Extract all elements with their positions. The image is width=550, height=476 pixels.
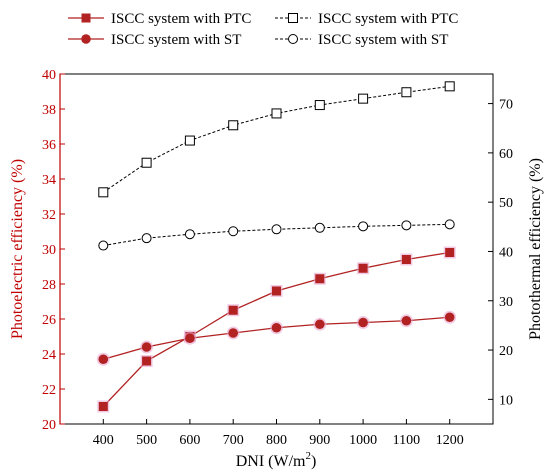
data-point-iscc-system-with-st-left <box>271 322 282 333</box>
data-point-iscc-system-with-ptc-right <box>228 120 239 131</box>
data-point-iscc-system-with-st-right <box>141 233 152 244</box>
legend-entry-st-photoelectric: ISCC system with ST <box>68 32 241 48</box>
legend-marker-open-square <box>288 13 298 23</box>
right-tick-label: 50 <box>499 196 513 211</box>
x-tick-label: 1000 <box>349 433 377 448</box>
x-axis-title: DNI (W/m2) <box>236 450 317 470</box>
data-point-iscc-system-with-st-left <box>228 328 238 338</box>
plot-frame <box>59 73 494 425</box>
legend-label-st-photoelectric: ISCC system with ST <box>111 32 241 48</box>
legend-marker-filled-square <box>81 13 91 23</box>
legend-entry-ptc-photothermal: ISCC system with PTC <box>275 11 458 27</box>
left-tick-label: 20 <box>42 418 56 433</box>
data-point-iscc-system-with-ptc-right <box>444 81 455 92</box>
left-tick-label: 28 <box>42 278 56 293</box>
left-tick-label: 26 <box>42 313 56 328</box>
data-point-iscc-system-with-ptc-right <box>184 135 195 146</box>
x-tick-label: 700 <box>223 433 244 448</box>
right-axis-title: Photothermal efficiency (%) <box>527 158 544 340</box>
data-point-iscc-system-with-ptc-right <box>401 87 412 98</box>
left-tick-label: 24 <box>42 348 56 363</box>
data-point-iscc-system-with-st-left <box>444 312 455 323</box>
data-point-iscc-system-with-ptc-left <box>315 274 325 284</box>
data-point-iscc-system-with-ptc-left <box>401 255 411 264</box>
x-tick-label: 500 <box>136 433 157 448</box>
data-point-iscc-system-with-ptc-left <box>228 305 238 315</box>
data-point-iscc-system-with-st-right <box>444 219 455 230</box>
data-point-iscc-system-with-ptc-right <box>141 157 152 168</box>
left-tick-label: 32 <box>42 208 56 223</box>
right-tick-label: 10 <box>499 393 513 408</box>
data-point-iscc-system-with-st-left <box>141 342 152 352</box>
data-point-iscc-system-with-ptc-right <box>358 93 369 104</box>
series-layer <box>96 81 457 413</box>
data-point-iscc-system-with-st-right <box>228 226 239 237</box>
data-point-iscc-system-with-st-right <box>98 240 109 251</box>
data-point-iscc-system-with-ptc-left <box>445 248 455 257</box>
x-tick-label: 1100 <box>393 433 420 448</box>
x-axis-title-superscript: 2 <box>305 450 311 462</box>
data-point-iscc-system-with-st-right <box>314 222 325 233</box>
data-point-iscc-system-with-st-left <box>185 333 195 344</box>
data-point-iscc-system-with-st-left <box>358 317 368 328</box>
legend-entry-st-photothermal: ISCC system with ST <box>275 32 448 48</box>
right-tick-label: 20 <box>499 344 513 359</box>
legend-marker-filled-circle <box>81 34 91 44</box>
left-tick-label: 34 <box>42 173 56 188</box>
legend-label-ptc-photothermal: ISCC system with PTC <box>318 11 458 27</box>
left-tick-label: 22 <box>42 383 56 398</box>
left-axis-title: Photoelectric efficiency (%) <box>9 159 26 339</box>
x-axis-title-close: ) <box>311 453 316 470</box>
data-point-iscc-system-with-ptc-left <box>142 356 152 366</box>
data-point-iscc-system-with-ptc-left <box>358 263 368 273</box>
left-tick-label: 36 <box>42 138 56 153</box>
legend-entry-ptc-photoelectric: ISCC system with PTC <box>68 11 251 27</box>
legend-label-st-photothermal: ISCC system with ST <box>318 32 448 48</box>
x-axis-title-main: DNI (W/m <box>236 453 306 470</box>
right-tick-label: 70 <box>499 98 513 113</box>
left-tick-label: 30 <box>42 243 56 258</box>
series-line-iscc-system-with-ptc-right <box>103 85 450 193</box>
data-point-iscc-system-with-st-left <box>401 315 412 326</box>
right-axis-ticks: 10 20 30 40 50 60 70 <box>488 98 513 408</box>
x-tick-label: 800 <box>266 433 287 448</box>
left-axis-ticks: 20 22 24 26 28 30 32 34 36 38 40 <box>42 68 65 433</box>
data-point-iscc-system-with-st-right <box>184 229 195 240</box>
data-point-iscc-system-with-ptc-right <box>98 187 109 198</box>
right-tick-label: 30 <box>499 295 513 310</box>
legend-label-ptc-photoelectric: ISCC system with PTC <box>111 11 251 27</box>
legend: ISCC system with PTC ISCC system with ST… <box>68 11 458 48</box>
right-tick-label: 40 <box>499 245 513 260</box>
legend-marker-open-circle <box>288 34 298 44</box>
data-point-iscc-system-with-st-right <box>271 224 282 235</box>
data-point-iscc-system-with-st-left <box>315 319 325 330</box>
data-point-iscc-system-with-st-right <box>401 220 412 231</box>
data-point-iscc-system-with-st-left <box>98 354 109 365</box>
data-point-iscc-system-with-st-right <box>358 221 369 232</box>
x-tick-label: 600 <box>179 433 200 448</box>
x-tick-label: 900 <box>309 433 330 448</box>
x-axis-ticks: 400 500 600 700 800 900 1000 1100 1200 <box>93 419 464 448</box>
x-tick-label: 1200 <box>436 433 464 448</box>
left-tick-label: 40 <box>42 68 56 83</box>
data-point-iscc-system-with-ptc-right <box>314 100 325 111</box>
right-tick-label: 60 <box>499 147 513 162</box>
data-point-iscc-system-with-ptc-right <box>271 108 282 119</box>
left-tick-label: 38 <box>42 103 56 118</box>
data-point-iscc-system-with-ptc-left <box>98 402 108 411</box>
x-tick-label: 400 <box>93 433 114 448</box>
data-point-iscc-system-with-ptc-left <box>272 286 281 296</box>
